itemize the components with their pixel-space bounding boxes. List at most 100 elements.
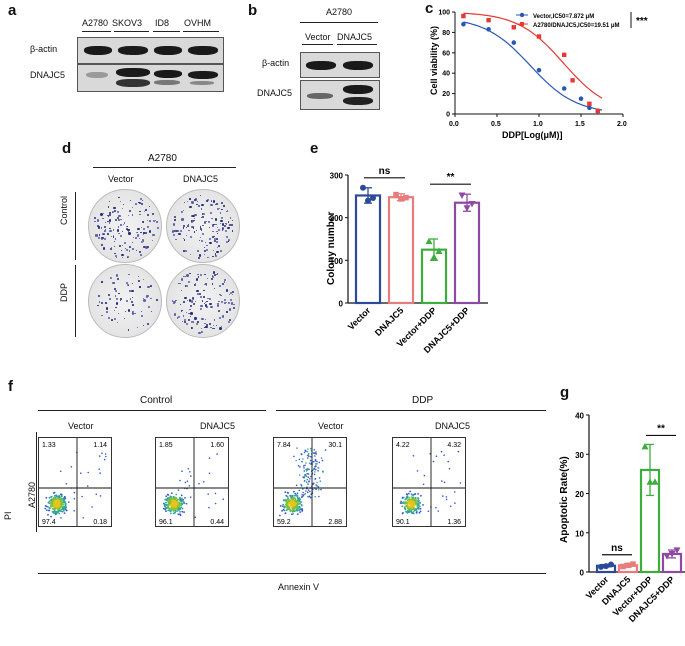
facs-event [298,505,301,508]
colony-dot [205,283,208,286]
facs-event [300,508,302,511]
facs-event [50,515,52,518]
colony-dot [196,289,199,293]
facs-event [55,502,57,505]
facs-event [50,495,53,498]
data-point [360,184,366,191]
facs-event [48,500,51,503]
facs-event [61,507,64,510]
colony-dot [121,257,123,259]
colony-dot [107,220,109,222]
facs-event [416,505,419,508]
facs-event [412,512,415,515]
colony-dot [231,293,233,295]
facs-event [284,491,287,493]
facs-event [82,517,84,519]
colony-dot [140,198,143,201]
colony-dot [206,300,208,303]
colony-dish-control-vector [88,189,162,263]
facs-event [307,483,309,485]
c-point-dnajc5 [562,52,567,58]
colony-dot [211,282,214,285]
colony-dot [212,327,215,330]
colony-dot [195,278,198,281]
y-tick-label: 0 [339,300,344,309]
c-y-tick-label: 100 [438,10,450,17]
facs-event [412,498,414,501]
facs-event [445,498,448,501]
quadrant-value-lr: 0.18 [93,519,107,526]
colony-dot [213,235,215,237]
colony-dot [96,219,99,222]
column-label: Vector [318,421,344,431]
colony-dot [194,317,197,320]
colony-dot [227,320,230,323]
colony-dot [121,250,123,252]
facs-event [170,509,172,512]
colony-dot [140,240,144,244]
colony-dot [186,224,189,228]
facs-event [173,500,176,503]
colony-dot [152,233,155,237]
quadrant-value-ll: 97.4 [42,519,56,526]
quadrant-value-ul: 7.84 [277,442,291,449]
facs-event [216,453,218,455]
quadrant-value-lr: 0.44 [210,519,224,526]
colony-dot [209,241,212,245]
blot-beta-actin [300,52,380,78]
colony-dot [150,284,152,287]
facs-event [297,464,300,467]
colony-dot [211,218,213,220]
colony-dot [221,228,223,230]
colony-dot [193,320,195,322]
facs-event [286,498,289,500]
facs-event [310,456,312,458]
colony-dot [114,254,117,257]
colony-dot [134,202,137,205]
colony-dot [128,232,131,235]
colony-dot [182,209,184,212]
facs-plot: 1.85 1.60 96.1 0.44 [155,437,229,527]
facs-event [208,506,210,509]
colony-dot [142,239,145,242]
facs-event [54,500,56,503]
significance-label: ns [611,543,623,554]
facs-event [291,505,293,508]
facs-scatter: 4.22 4.32 90.1 1.36 [393,438,465,526]
facs-event [411,512,414,515]
colony-dot [210,277,214,281]
colony-dot [96,235,99,237]
colony-dot [143,246,146,249]
colony-dot [108,222,111,224]
facs-event [403,507,406,509]
facs-event [181,510,184,513]
facs-event [176,510,179,512]
colony-dot [118,313,120,315]
facs-event [290,494,292,497]
colony-dot [223,299,226,302]
c-point-dnajc5 [536,34,542,39]
colony-dot [212,236,215,239]
colony-dot [198,331,201,335]
facs-event [54,507,57,510]
facs-event [169,507,172,510]
facs-event [401,505,404,508]
colony-dot [171,230,175,233]
facs-event [279,505,282,507]
facs-event [307,448,309,450]
c-point-dnajc5 [486,17,491,23]
colony-dot [204,318,206,321]
blot-beta-actin [77,37,224,64]
colony-dot [201,239,204,242]
colony-dot [102,234,104,236]
facs-event [60,494,63,497]
colony-dot [120,224,122,226]
colony-dot [131,311,134,313]
facs-event [55,498,58,500]
facs-event [296,447,298,449]
colony-dot [132,297,134,299]
colony-dot [229,217,231,219]
lane-label: A2780 [82,18,109,28]
colony-dot [133,310,135,313]
